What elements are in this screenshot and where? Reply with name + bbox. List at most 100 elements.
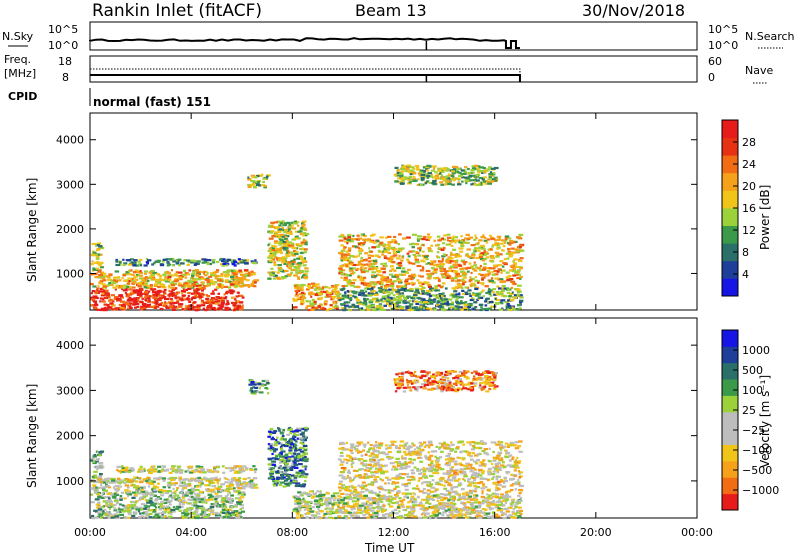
nsearch-tick-top: 10^5	[708, 23, 738, 36]
range-gate-cell	[450, 251, 453, 254]
range-gate-cell	[279, 446, 283, 449]
range-gate-cell	[446, 233, 451, 236]
range-gate-cell	[90, 501, 95, 504]
range-gate-cell	[252, 477, 258, 480]
range-gate-cell	[292, 268, 296, 272]
range-gate-cell	[457, 279, 461, 282]
range-gate-cell	[142, 279, 147, 282]
range-gate-cell	[184, 484, 189, 488]
range-gate-cell	[424, 292, 429, 295]
range-gate-cell	[233, 471, 238, 474]
range-gate-cell	[181, 512, 186, 515]
range-gate-cell	[247, 274, 251, 277]
range-gate-cell	[95, 489, 98, 492]
range-gate-cell	[205, 479, 210, 482]
range-gate-cell	[508, 253, 514, 257]
range-gate-cell	[133, 261, 137, 264]
range-gate-cell	[300, 470, 305, 473]
range-gate-cell	[464, 176, 469, 179]
range-gate-cell	[103, 508, 107, 511]
range-gate-cell	[175, 271, 179, 274]
range-gate-cell	[437, 169, 442, 172]
colorbar-segment	[722, 243, 738, 262]
range-gate-cell	[297, 505, 303, 508]
range-gate-cell	[288, 230, 292, 233]
range-gate-cell	[91, 260, 94, 263]
range-gate-cell	[239, 273, 245, 277]
range-gate-cell	[331, 503, 335, 506]
range-gate-cell	[349, 284, 355, 287]
range-gate-cell	[248, 383, 253, 386]
range-gate-cell	[117, 276, 121, 279]
range-gate-cell	[107, 278, 113, 282]
range-gate-cell	[361, 307, 364, 310]
range-gate-cell	[250, 260, 254, 263]
range-gate-cell	[239, 294, 244, 297]
range-gate-cell	[194, 292, 198, 295]
range-gate-cell	[437, 247, 441, 250]
range-gate-cell	[140, 503, 146, 506]
range-gate-cell	[93, 454, 97, 457]
range-gate-cell	[154, 301, 159, 304]
range-gate-cell	[417, 247, 422, 250]
range-gate-cell	[457, 183, 462, 186]
range-gate-cell	[405, 271, 408, 274]
range-gate-cell	[111, 495, 117, 498]
range-gate-cell	[191, 515, 195, 518]
range-gate-cell	[394, 275, 399, 278]
range-gate-cell	[284, 269, 289, 273]
range-gate-cell	[176, 307, 179, 310]
range-gate-cell	[461, 283, 465, 286]
range-gate-cell	[290, 474, 294, 477]
range-gate-cell	[240, 491, 244, 494]
range-gate-cell	[229, 291, 234, 294]
range-gate-cell	[446, 177, 450, 180]
range-gate-cell	[95, 466, 100, 469]
range-gate-cell	[226, 264, 229, 267]
range-gate-cell	[124, 504, 129, 508]
range-gate-cell	[187, 479, 192, 482]
range-gate-cell	[122, 285, 126, 288]
range-gate-cell	[294, 252, 299, 255]
range-gate-cell	[301, 454, 306, 457]
range-gate-cell	[479, 252, 484, 255]
range-gate-cell	[176, 301, 180, 304]
range-gate-cell	[383, 247, 387, 250]
range-gate-cell	[284, 462, 289, 465]
range-gate-cell	[429, 287, 433, 290]
range-gate-cell	[434, 174, 440, 177]
range-gate-cell	[214, 300, 218, 304]
range-gate-cell	[115, 502, 120, 505]
range-gate-cell	[124, 469, 129, 472]
range-gate-cell	[456, 177, 461, 180]
range-gate-cell	[508, 297, 511, 300]
range-gate-cell	[501, 265, 505, 268]
range-gate-cell	[278, 268, 283, 272]
range-gate-cell	[272, 480, 275, 483]
range-gate-cell	[274, 226, 278, 229]
range-gate-cell	[508, 269, 512, 272]
range-gate-cell	[419, 169, 424, 172]
range-gate-cell	[171, 467, 175, 470]
range-gate-cell	[481, 181, 484, 184]
range-gate-cell	[443, 176, 448, 179]
range-gate-cell	[519, 267, 523, 270]
range-gate-cell	[463, 263, 466, 266]
range-gate-cell	[487, 182, 492, 185]
range-gate-cell	[90, 283, 94, 286]
range-gate-cell	[162, 489, 167, 492]
range-gate-cell	[229, 514, 233, 517]
range-gate-cell	[280, 447, 283, 450]
range-gate-cell	[99, 247, 105, 250]
range-gate-cell	[312, 285, 315, 288]
range-gate-cell	[179, 305, 183, 308]
range-gate-cell	[151, 466, 154, 469]
range-gate-cell	[332, 492, 336, 495]
range-gate-cell	[95, 458, 99, 462]
range-gate-cell	[127, 273, 132, 276]
range-gate-cell	[405, 176, 408, 179]
range-gate-cell	[296, 289, 299, 292]
range-gate-cell	[287, 273, 292, 276]
range-gate-cell	[389, 246, 395, 249]
range-gate-cell	[99, 480, 103, 484]
